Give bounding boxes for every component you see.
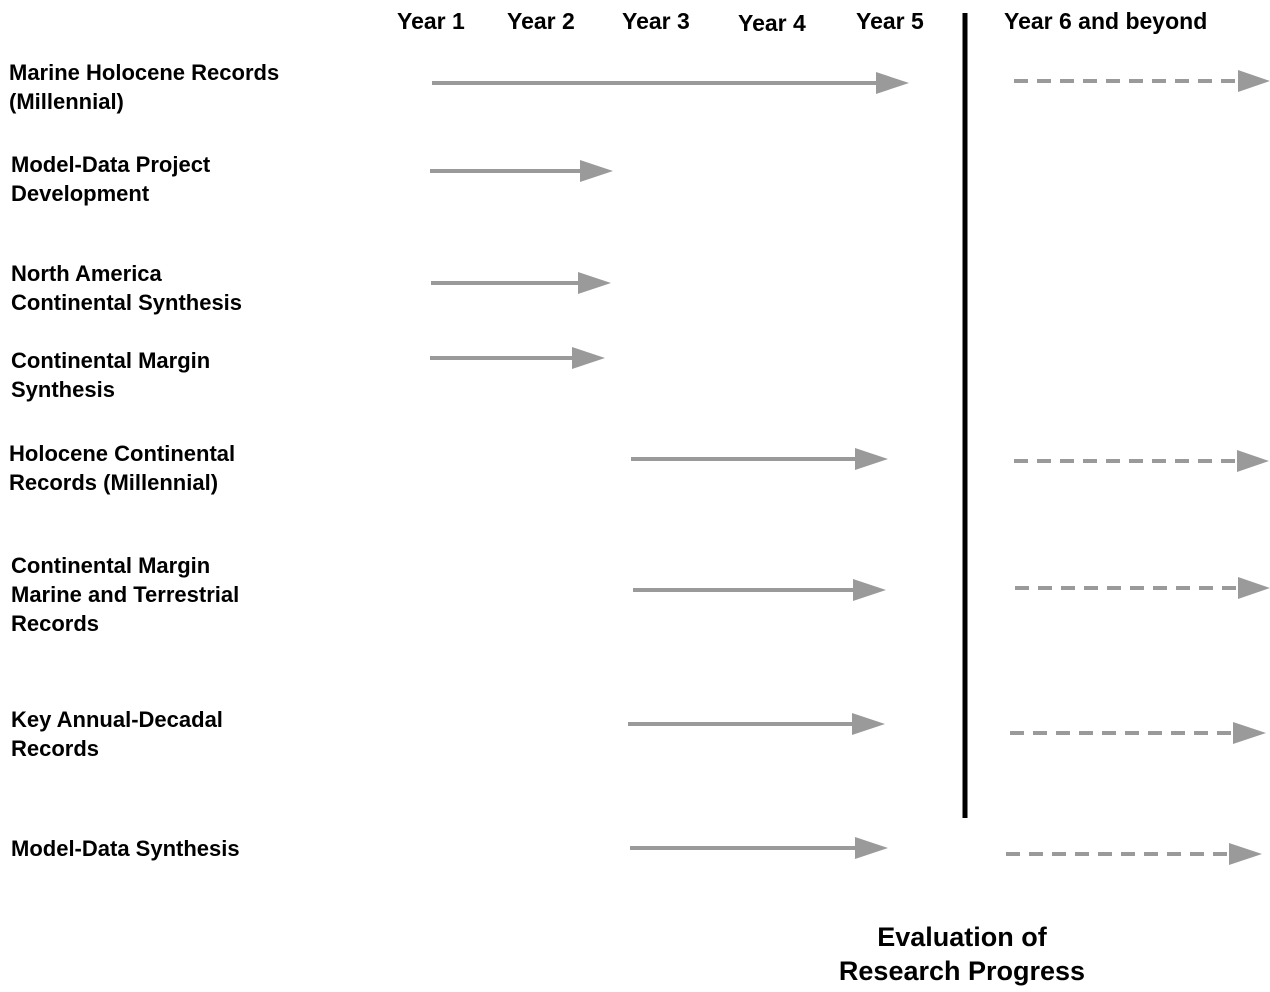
task-arrow-continental-margin-records <box>633 579 886 601</box>
task-label-north-america: North America Continental Synthesis <box>11 261 243 315</box>
year-4-label: Year 4 <box>738 10 806 36</box>
year-6-and-beyond-label: Year 6 and beyond <box>1004 8 1208 34</box>
task-label-key-annual-decadal: Key Annual-Decadal Records <box>11 707 223 761</box>
task-arrow-continental-margin-synthesis <box>430 347 605 369</box>
year-5-label: Year 5 <box>856 8 924 34</box>
continuation-arrow-holocene-continental <box>1014 450 1269 472</box>
task-arrow-model-data-project <box>430 160 613 182</box>
year-3-label: Year 3 <box>622 8 690 34</box>
task-label-holocene-continental: Holocene Continental Records (Millennial) <box>9 441 236 495</box>
task-arrow-model-data-synthesis <box>630 837 888 859</box>
year-1-label: Year 1 <box>397 8 465 34</box>
task-label-marine-holocene: Marine Holocene Records (Millennial) <box>9 60 280 114</box>
continuation-arrow-marine-holocene <box>1014 70 1270 92</box>
continuation-arrow-model-data-synthesis <box>1006 843 1262 865</box>
task-arrow-holocene-continental <box>631 448 888 470</box>
task-arrow-marine-holocene <box>432 72 909 94</box>
task-label-model-data-synthesis: Model-Data Synthesis <box>11 836 240 861</box>
task-arrow-north-america <box>431 272 611 294</box>
evaluation-caption: Evaluation of Research Progress <box>838 922 1086 986</box>
task-label-continental-margin-records: Continental Margin Marine and Terrestrial… <box>11 553 240 636</box>
task-label-model-data-project: Model-Data Project Development <box>11 152 211 206</box>
task-arrow-key-annual-decadal <box>628 713 885 735</box>
year-2-label: Year 2 <box>507 8 575 34</box>
task-label-continental-margin-synthesis: Continental Margin Synthesis <box>11 348 211 402</box>
continuation-arrow-key-annual-decadal <box>1010 722 1266 744</box>
continuation-arrow-continental-margin-records <box>1015 577 1270 599</box>
